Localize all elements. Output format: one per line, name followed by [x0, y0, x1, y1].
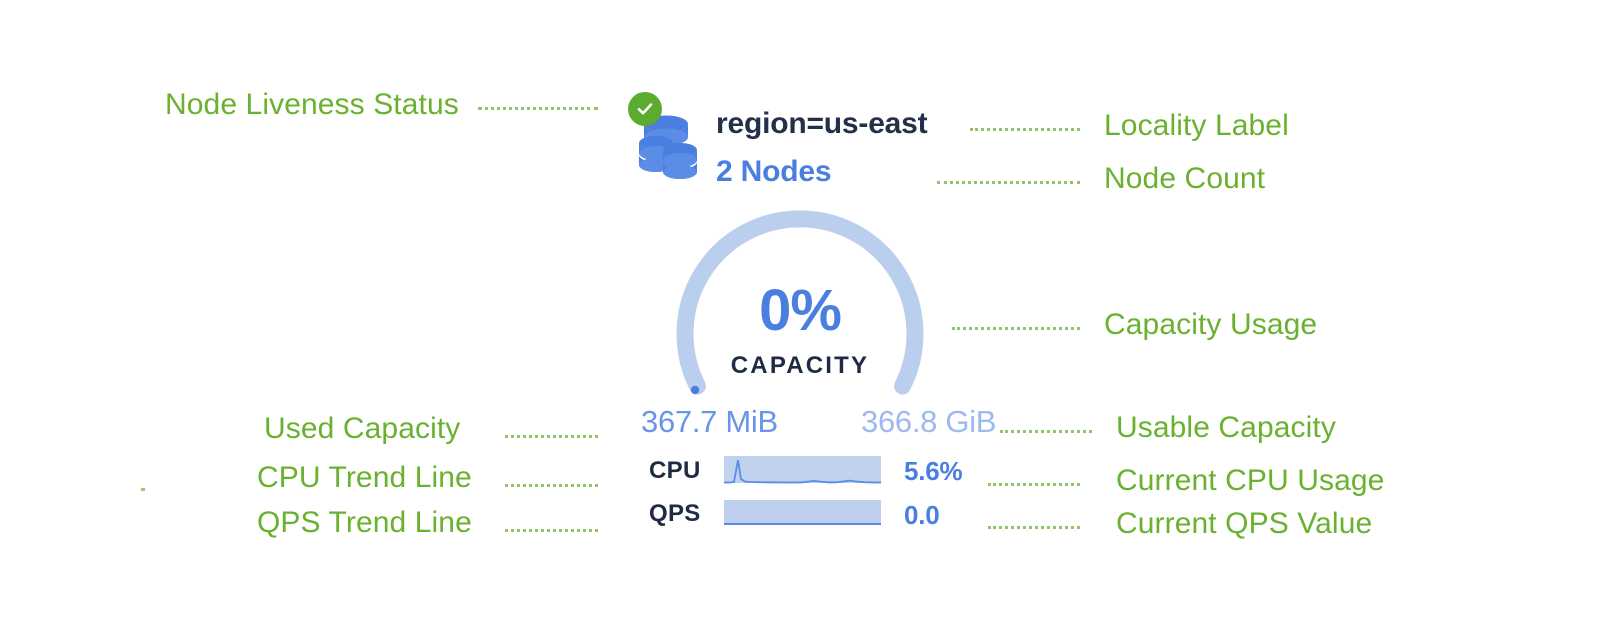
leader-current-cpu-usage [988, 480, 1080, 486]
annotation-used-capacity: Used Capacity [264, 412, 461, 445]
cpu-metric-label: CPU [649, 457, 701, 484]
annotation-locality-label: Locality Label [1104, 109, 1289, 142]
leader-capacity-usage [952, 324, 1080, 330]
stray-dot-artifact [141, 488, 145, 491]
qps-metric-label: QPS [649, 500, 701, 527]
usable-capacity-value: 366.8 GiB [861, 404, 997, 439]
cpu-metric-value: 5.6% [904, 456, 963, 486]
database-stack-icon [636, 114, 700, 185]
cluster-icon-group [628, 92, 710, 182]
leader-node-liveness-status [478, 104, 598, 110]
leader-qps-trend-line [505, 526, 598, 532]
annotation-current-cpu-usage: Current CPU Usage [1116, 464, 1385, 497]
annotation-cpu-trend-line: CPU Trend Line [257, 461, 472, 494]
annotation-capacity-usage: Capacity Usage [1104, 308, 1318, 341]
leader-usable-capacity [1000, 427, 1092, 433]
leader-node-count [937, 178, 1080, 184]
annotation-current-qps-value: Current QPS Value [1116, 507, 1373, 540]
capacity-caption: CAPACITY [730, 352, 870, 379]
leader-locality-label [970, 125, 1080, 131]
qps-metric-value: 0.0 [904, 500, 940, 530]
annotation-qps-trend-line: QPS Trend Line [257, 506, 472, 539]
qps-sparkline [724, 500, 881, 528]
annotation-node-count: Node Count [1104, 162, 1266, 195]
leader-cpu-trend-line [505, 481, 598, 487]
used-capacity-value: 367.7 MiB [641, 404, 778, 439]
locality-label-value: region=us-east [716, 107, 928, 140]
annotation-usable-capacity: Usable Capacity [1116, 411, 1336, 444]
leader-used-capacity [505, 432, 598, 438]
capacity-gauge: 0% CAPACITY [645, 204, 955, 404]
cpu-sparkline [724, 456, 881, 484]
node-count-value[interactable]: 2 Nodes [716, 155, 832, 188]
annotation-node-liveness-status: Node Liveness Status [165, 88, 459, 121]
leader-current-qps-value [988, 523, 1080, 529]
capacity-percent-value: 0% [759, 278, 842, 343]
node-liveness-check-icon [628, 92, 662, 126]
